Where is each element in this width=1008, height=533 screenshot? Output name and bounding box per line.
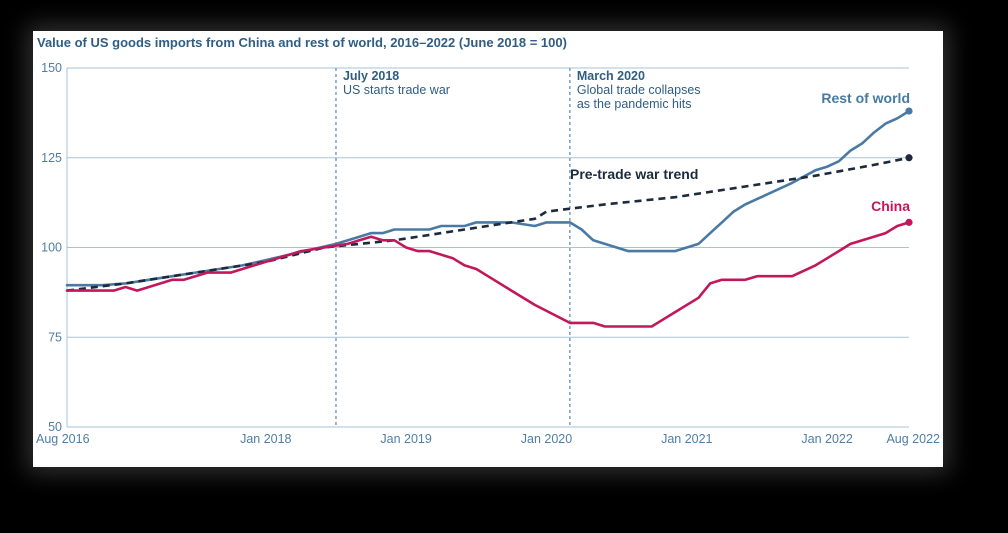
series-labels: Rest of world Pre-trade war trend China: [570, 90, 910, 214]
annotation-heading: July 2018: [343, 69, 399, 83]
annotation-text: Global trade collapses: [577, 83, 701, 97]
x-tick-label: Jan 2021: [661, 432, 712, 446]
china-label: China: [871, 198, 910, 214]
annotation-text: as the pandemic hits: [577, 97, 692, 111]
rest-of-world-end-marker: [905, 107, 913, 115]
x-tick-label: Jan 2018: [240, 432, 291, 446]
series-lines: [65, 107, 913, 328]
grid: [66, 67, 909, 428]
y-tick-label: 125: [41, 151, 62, 165]
x-tick-label: Jan 2019: [380, 432, 431, 446]
annotation-text: US starts trade war: [343, 83, 450, 97]
y-tick-label: 150: [41, 61, 62, 75]
line-chart: Value of US goods imports from China and…: [36, 35, 940, 446]
rest-of-world-label: Rest of world: [821, 90, 910, 106]
y-tick-label: 75: [48, 330, 62, 344]
pre-trade-war-trend-line: [66, 156, 910, 292]
pre-trade-war-trend-end-marker: [905, 154, 913, 162]
rest-of-world-line: [65, 109, 911, 287]
x-tick-label: Jan 2020: [521, 432, 572, 446]
chart-title: Value of US goods imports from China and…: [37, 35, 567, 50]
y-axis-ticks: 50 75 100 125 150: [41, 61, 62, 434]
annotation-heading: March 2020: [577, 69, 645, 83]
chart-card: Value of US goods imports from China and…: [33, 31, 943, 467]
china-end-marker: [905, 218, 913, 226]
x-axis-ticks: Aug 2016 Jan 2018 Jan 2019 Jan 2020 Jan 2021…: [36, 432, 940, 446]
china-line: [65, 221, 911, 328]
x-tick-label: Jan 2022: [801, 432, 852, 446]
x-tick-label: Aug 2016: [36, 432, 90, 446]
y-tick-label: 100: [41, 241, 62, 255]
pre-trade-war-trend-label: Pre-trade war trend: [570, 166, 698, 182]
x-tick-label: Aug 2022: [886, 432, 940, 446]
y-tick-label: 50: [48, 420, 62, 434]
